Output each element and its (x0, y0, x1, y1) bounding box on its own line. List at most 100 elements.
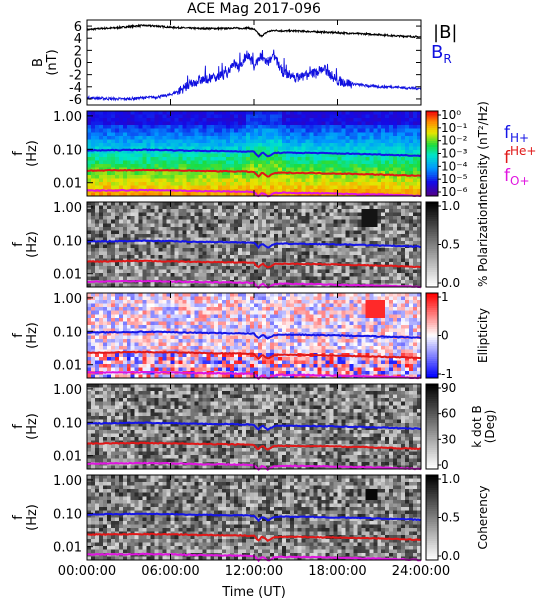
spectrogram-cell (214, 248, 219, 252)
spectrogram-cell (94, 283, 100, 288)
spectrogram-cell (226, 209, 231, 214)
spectrogram-cell (345, 181, 350, 186)
spectrogram-cell (246, 192, 251, 197)
spectrogram-cell (313, 216, 319, 221)
spectrogram-cell (146, 139, 152, 144)
spectrogram-cell (122, 356, 128, 361)
spectrogram-cell (305, 226, 311, 231)
spectrogram-cell (281, 125, 287, 130)
spectrogram-cell (170, 360, 175, 365)
spectrogram-cell (365, 135, 370, 140)
spectrogram-cell (158, 374, 163, 379)
spectrogram-cell (182, 185, 187, 190)
spectrogram-cell (273, 128, 279, 133)
spectrogram-cell (214, 230, 219, 235)
spectrogram-cell (293, 223, 299, 228)
spectrogram-cell (257, 230, 263, 235)
spectrogram-cell (186, 269, 191, 274)
spectrogram-cell (261, 114, 267, 119)
spectrogram-cell (254, 240, 259, 245)
spectrogram-cell (357, 230, 362, 235)
spectrogram-cell (134, 339, 140, 343)
spectrogram-cell (138, 160, 144, 165)
spectrogram-cell (106, 121, 112, 126)
spectrogram-cell (134, 296, 140, 301)
spectrogram-cell (333, 212, 338, 217)
spectrogram-cell (194, 314, 199, 319)
spectrogram-cell (385, 248, 390, 252)
spectrogram-cell (178, 146, 183, 151)
spectrogram-cell (405, 125, 410, 130)
spectrogram-cell (102, 310, 108, 315)
spectrogram-cell (289, 167, 295, 172)
spectrogram-cell (114, 237, 120, 242)
spectrogram-cell (87, 202, 92, 206)
spectrogram-cell (198, 310, 203, 315)
spectrogram-cell (285, 192, 291, 197)
spectrogram-cell (170, 171, 175, 176)
spectrogram-cell (210, 324, 215, 329)
spectrogram-cell (377, 262, 382, 267)
spectrogram-cell (349, 209, 354, 214)
spectrogram-cell (146, 216, 152, 221)
spectrogram-cell (397, 233, 402, 238)
spectrogram-cell (130, 283, 136, 288)
spectrogram-cell (198, 296, 203, 301)
spectrogram-cell (405, 171, 410, 176)
spectrogram-cell (254, 181, 259, 186)
spectrogram-cell (289, 212, 295, 217)
spectrogram-cell (206, 216, 211, 221)
spectrogram-cell (162, 317, 167, 322)
spectrogram-cell (154, 178, 159, 183)
spectrogram-cell (341, 132, 346, 137)
spectrogram-cell (301, 226, 307, 231)
spectrogram-cell (357, 233, 362, 238)
spectrogram-cell (194, 118, 199, 123)
spectrogram-cell (321, 212, 326, 217)
spectrogram-cell (142, 149, 148, 154)
spectrogram-cell (269, 128, 275, 133)
spectrogram-cell (369, 149, 374, 154)
spectrogram-cell (206, 300, 211, 305)
spectrogram-cell (150, 205, 155, 210)
spectrogram-cell (293, 153, 299, 158)
spectrogram-cell (269, 276, 275, 281)
spectrogram-cell (305, 240, 311, 245)
spectrogram-cell (122, 174, 128, 179)
spectrogram-cell (361, 237, 366, 242)
spectrogram-cell (94, 185, 100, 190)
spectrogram-cell (150, 307, 155, 312)
spectrogram-cell (166, 360, 171, 365)
spectrogram-cell (154, 205, 159, 210)
spectrogram-cell (357, 223, 362, 228)
spectrogram-cell (182, 111, 187, 115)
spectrogram-cell (154, 314, 159, 319)
spectrogram-cell (214, 205, 219, 210)
spectrogram-cell (297, 223, 303, 228)
spectrogram-cell (293, 279, 299, 284)
spectrogram-cell (150, 265, 155, 270)
spectrogram-cell (381, 149, 386, 154)
spectrogram-cell (206, 160, 211, 165)
spectrogram-cell (202, 276, 207, 281)
spectrogram-cell (345, 205, 350, 210)
spectrogram-cell (186, 363, 191, 368)
spectrogram-cell (269, 167, 275, 172)
spectrogram-cell (186, 202, 191, 206)
colorbar-tick-label: 10⁻⁵ (441, 172, 468, 186)
chart-title: ACE Mag 2017-096 (187, 1, 321, 17)
spectrogram-cell (186, 121, 191, 126)
spectrogram-cell (257, 118, 263, 123)
spectrogram-cell (329, 212, 334, 217)
spectrogram-cell (329, 132, 334, 137)
spectrogram-cell (106, 349, 112, 354)
spectrogram-cell (297, 132, 303, 137)
spectrogram-cell (150, 111, 155, 115)
spectrogram-cell (413, 202, 418, 206)
spectrogram-cell (269, 157, 275, 161)
spectrogram-cell (238, 248, 243, 252)
spectrogram-cell (146, 164, 152, 169)
spectrogram-cell (126, 269, 132, 274)
spectrogram-cell (198, 349, 203, 354)
spectrogram-cell (202, 223, 207, 228)
